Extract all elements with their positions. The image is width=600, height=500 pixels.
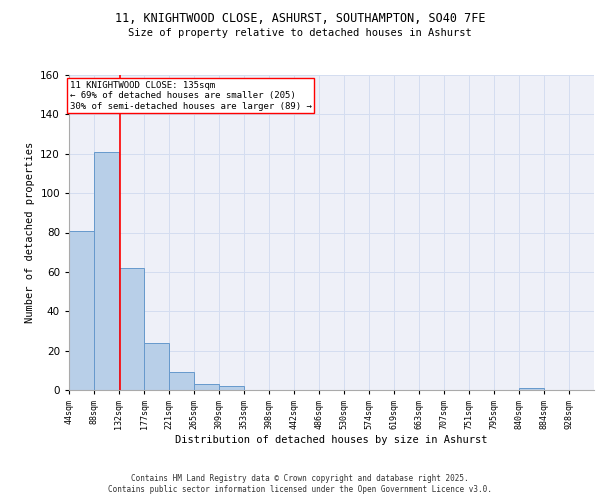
Text: Size of property relative to detached houses in Ashurst: Size of property relative to detached ho… — [128, 28, 472, 38]
Text: 11 KNIGHTWOOD CLOSE: 135sqm
← 69% of detached houses are smaller (205)
30% of se: 11 KNIGHTWOOD CLOSE: 135sqm ← 69% of det… — [70, 81, 311, 110]
Text: Contains HM Land Registry data © Crown copyright and database right 2025.
Contai: Contains HM Land Registry data © Crown c… — [108, 474, 492, 494]
Bar — [169, 372, 194, 390]
Bar — [144, 343, 169, 390]
Bar — [520, 388, 544, 390]
Bar — [194, 384, 219, 390]
Bar — [69, 230, 94, 390]
Text: 11, KNIGHTWOOD CLOSE, ASHURST, SOUTHAMPTON, SO40 7FE: 11, KNIGHTWOOD CLOSE, ASHURST, SOUTHAMPT… — [115, 12, 485, 24]
X-axis label: Distribution of detached houses by size in Ashurst: Distribution of detached houses by size … — [175, 434, 488, 444]
Y-axis label: Number of detached properties: Number of detached properties — [25, 142, 35, 323]
Bar — [219, 386, 244, 390]
Bar — [94, 152, 119, 390]
Bar — [119, 268, 143, 390]
